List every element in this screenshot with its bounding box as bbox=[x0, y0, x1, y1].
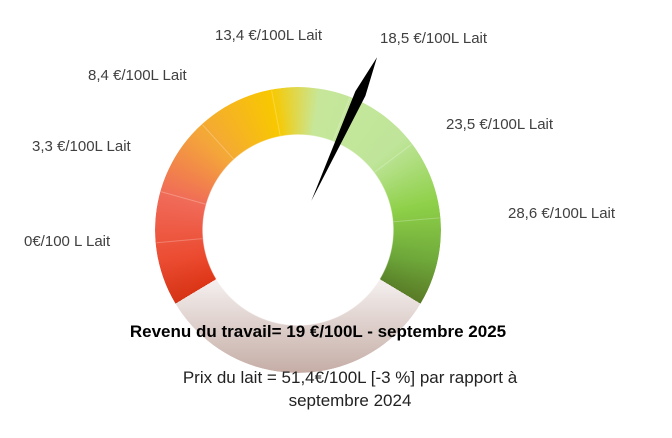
tick-mark bbox=[393, 217, 440, 223]
tick-label: 8,4 €/100L Lait bbox=[88, 67, 187, 84]
tick-mark bbox=[161, 191, 206, 205]
tick-mark bbox=[332, 97, 351, 141]
tick-mark bbox=[374, 144, 412, 173]
chart-title: Revenu du travail= 19 €/100L - septembre… bbox=[129, 322, 507, 341]
tick-label: 23,5 €/100L Lait bbox=[446, 116, 554, 133]
tick-mark bbox=[202, 124, 234, 160]
tick-label: 28,6 €/100L Lait bbox=[508, 205, 616, 222]
chart-subtitle: Prix du lait = 51,4€/100L [-3 %] par rap… bbox=[182, 368, 518, 410]
needle bbox=[311, 57, 378, 201]
tick-label: 18,5 €/100L Lait bbox=[380, 30, 488, 47]
tick-label: 13,4 €/100L Lait bbox=[215, 27, 323, 44]
tick-mark bbox=[271, 90, 281, 136]
tick-mark bbox=[156, 238, 203, 244]
tick-label: 3,3 €/100L Lait bbox=[32, 138, 131, 155]
gauge-ring bbox=[155, 87, 441, 373]
tick-label: 0€/100 L Lait bbox=[24, 233, 111, 250]
